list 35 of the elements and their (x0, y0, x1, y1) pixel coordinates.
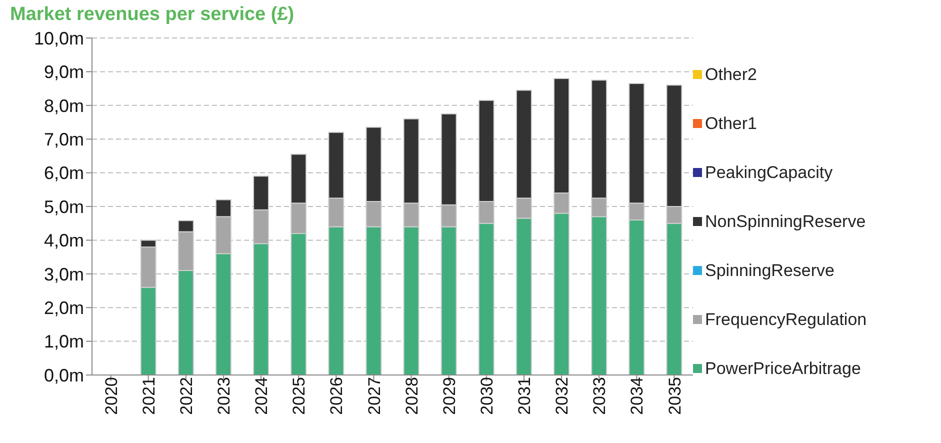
y-tick-label: 6,0m (44, 163, 84, 184)
legend-label: FrequencyRegulation (705, 310, 867, 330)
x-tick-label: 2031 (515, 377, 534, 415)
chart-title: Market revenues per service (£) (10, 4, 294, 26)
legend-label: Other2 (705, 64, 757, 84)
x-tick-label: 2025 (290, 377, 309, 415)
y-tick-label: 7,0m (44, 129, 84, 150)
x-tick-label: 2029 (440, 377, 459, 415)
y-tick-label: 9,0m (44, 62, 84, 82)
x-tick-label: 2021 (139, 377, 158, 415)
legend-label: SpinningReserve (705, 260, 834, 280)
y-tick-label: 1,0m (44, 332, 84, 352)
y-tick-label: 4,0m (44, 230, 84, 251)
legend-label: PeakingCapacity (705, 162, 833, 182)
x-tick-label: 2022 (176, 377, 196, 415)
y-tick-label: 2,0m (44, 298, 84, 318)
legend-label: PowerPriceArbitrage (705, 358, 861, 378)
y-tick-label: 0,0m (44, 365, 84, 386)
x-tick-label: 2033 (590, 377, 610, 415)
y-tick-label: 3,0m (44, 264, 84, 284)
x-tick-label: 2026 (327, 377, 346, 415)
x-tick-label: 2034 (628, 377, 647, 415)
x-tick-label: 2027 (364, 377, 384, 415)
x-tick-label: 2030 (477, 377, 496, 415)
y-tick-label: 5,0m (44, 196, 84, 217)
x-tick-label: 2024 (252, 377, 272, 415)
x-tick-label: 2023 (214, 377, 234, 415)
y-tick-label: 10,0m (34, 28, 84, 48)
x-tick-label: 2020 (102, 377, 121, 415)
x-tick-label: 2032 (552, 377, 572, 415)
legend-label: NonSpinningReserve (705, 212, 866, 232)
x-tick-label: 2028 (402, 377, 422, 415)
legend-label: Other1 (705, 114, 757, 134)
y-tick-label: 8,0m (44, 96, 84, 116)
x-tick-label: 2035 (665, 377, 684, 415)
